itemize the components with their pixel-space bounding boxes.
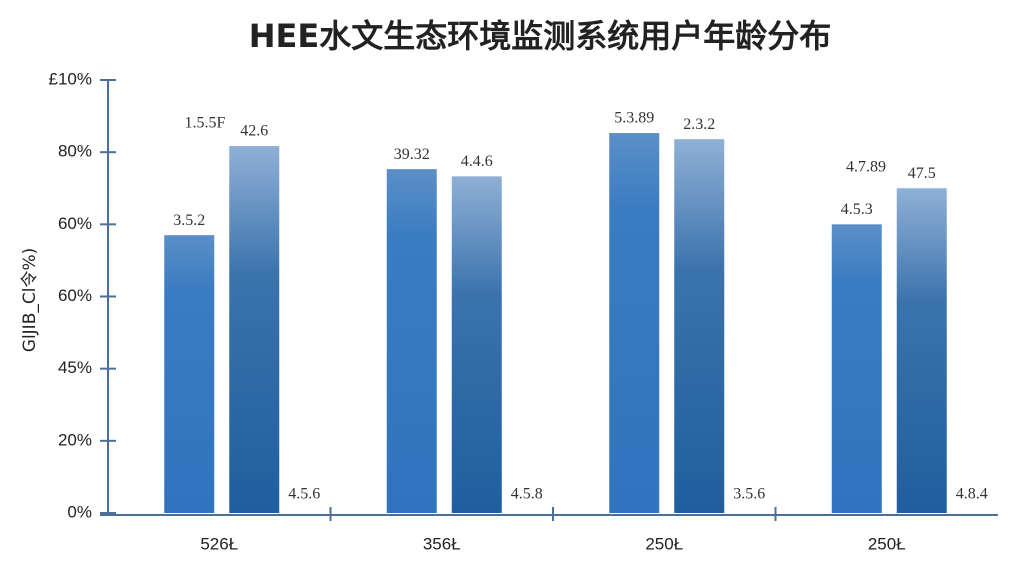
x-tick-label: 250Ł (645, 534, 683, 553)
bar (229, 146, 280, 513)
value-label: 4.5.3 (841, 201, 873, 218)
value-label: 4.5.8 (511, 486, 543, 503)
value-label: 5.3.89 (614, 110, 654, 127)
y-tick-label: 80% (58, 142, 92, 161)
bar (674, 139, 725, 513)
y-tick-label: 0% (67, 502, 92, 521)
value-label: 2.3.2 (683, 116, 715, 133)
y-tick-label: 60% (58, 286, 92, 305)
value-label: 4.5.6 (288, 486, 320, 503)
annotation: 1.5.5F (185, 115, 226, 132)
x-tick-label: 356Ł (423, 534, 461, 553)
x-tick-label: 526Ł (200, 534, 238, 553)
bar (164, 235, 215, 514)
y-tick-label: 20% (58, 430, 92, 449)
bar (386, 169, 437, 513)
value-label: 39.32 (394, 146, 430, 163)
chart-title: HEE水文生态环境监测系统用户年龄分布 (249, 17, 832, 55)
y-axis-label: GlJIB_Cl令%) (20, 248, 40, 352)
bar (609, 133, 660, 514)
value-label: 3.5.6 (733, 486, 765, 503)
bar (896, 188, 947, 513)
value-label: 42.6 (240, 123, 268, 140)
y-tick-label: £10% (49, 69, 92, 88)
bar (451, 176, 502, 513)
value-label: 4.8.4 (956, 486, 988, 503)
value-label: 3.5.2 (173, 212, 205, 229)
bar (831, 224, 882, 514)
value-label: 47.5 (908, 165, 936, 182)
x-tick-label: 250Ł (868, 534, 906, 553)
annotation: 4.7.89 (846, 159, 886, 176)
y-tick-label: 45% (58, 358, 92, 377)
value-label: 4.4.6 (461, 153, 493, 170)
y-tick-label: 60% (58, 214, 92, 233)
